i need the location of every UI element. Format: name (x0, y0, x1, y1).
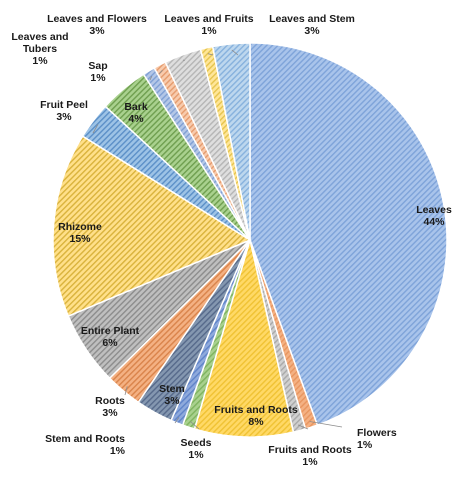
leader-line-10 (92, 124, 99, 134)
slice-label-leaves-and-tubers-13: Leaves and Tubers 1% (11, 31, 68, 67)
slice-label-fruits-and-roots-2: Fruits and Roots 1% (268, 444, 352, 468)
slice-label-flowers-1: Flowers 1% (357, 427, 397, 451)
leader-line-1 (309, 421, 343, 428)
pie-slice-leaves-0 (249, 42, 448, 427)
leader-line-2 (297, 424, 309, 430)
leader-lines (92, 49, 343, 430)
slice-label-leaves-and-flowers-14: Leaves and Flowers 3% (47, 13, 147, 37)
pie-slices (52, 42, 448, 438)
slice-percent: 3% (102, 407, 118, 419)
slice-label-leaves-and-stem-16: Leaves and Stem 3% (269, 13, 355, 37)
slice-percent: 3% (56, 111, 72, 123)
leader-line-15 (207, 53, 214, 56)
slice-category: Leaves and Flowers (47, 13, 147, 25)
leader-line-16 (231, 49, 239, 56)
slice-label-fruit-peel-10: Fruit Peel 3% (40, 99, 88, 123)
slice-label-stem-and-roots-5: Stem and Roots 1% (45, 433, 126, 457)
leader-line-7 (124, 386, 128, 396)
slice-label-roots-7: Roots 3% (95, 395, 125, 419)
slice-percent: 1% (110, 445, 126, 457)
slice-percent: 1% (201, 25, 217, 37)
slice-percent: 1% (357, 439, 373, 451)
slice-percent: 1% (90, 72, 106, 84)
slice-category: Fruits and Roots (268, 444, 352, 456)
slice-label-sap-12: Sap 1% (88, 60, 107, 84)
leader-line-4 (190, 421, 200, 430)
leader-line-13 (158, 69, 163, 75)
pie-slice-fruits-and-roots-3 (193, 237, 295, 438)
slice-label-seeds-4: Seeds 1% (181, 437, 212, 461)
slice-percent: 1% (188, 449, 204, 461)
slice-category: Seeds (181, 437, 212, 449)
slice-category: Flowers (357, 427, 397, 439)
slice-percent: 15% (69, 233, 91, 245)
slice-label-fruits-and-roots-3: Fruits and Roots 8% (214, 404, 298, 428)
slice-percent: 6% (102, 337, 118, 349)
slice-percent: 3% (164, 395, 180, 407)
slice-label-stem-6: Stem 3% (159, 383, 185, 407)
slice-percent: 44% (423, 216, 445, 228)
pie-slice-leaves-and-stem-16 (211, 42, 251, 241)
slice-label-leaves-0: Leaves 44% (416, 204, 452, 228)
slice-category: Fruits and Roots (214, 404, 298, 416)
slice-percent: 1% (302, 456, 318, 468)
leader-line-5 (174, 417, 180, 424)
slice-label-entire-plant-8: Entire Plant 6% (81, 325, 140, 349)
slice-category: Stem and Roots (45, 433, 125, 445)
slice-category: Bark (124, 101, 148, 113)
slice-percent: 1% (32, 55, 48, 67)
slice-category: Leaves (416, 204, 452, 216)
slice-category: Tubers (23, 43, 57, 55)
slice-percent: 4% (128, 113, 144, 125)
slice-category: Leaves and (11, 31, 68, 43)
slice-percent: 3% (89, 25, 105, 37)
leader-line-12 (149, 75, 153, 81)
leader-line-14 (182, 59, 185, 61)
slice-category: Sap (88, 60, 107, 72)
slice-label-rhizome-9: Rhizome 15% (58, 221, 102, 245)
slice-category: Leaves and Fruits (164, 13, 253, 25)
slice-category: Leaves and Stem (269, 13, 355, 25)
slice-percent: 8% (248, 416, 264, 428)
slice-category: Rhizome (58, 221, 102, 233)
slice-category: Fruit Peel (40, 99, 88, 111)
slice-labels: Leaves 44%Flowers 1%Fruits and Roots 1%Frui… (11, 13, 452, 468)
slice-percent: 3% (304, 25, 320, 37)
slice-category: Stem (159, 383, 185, 395)
pie-slice-rhizome-9 (52, 135, 252, 318)
slice-label-bark-11: Bark 4% (124, 101, 148, 125)
slice-category: Roots (95, 395, 125, 407)
slice-label-leaves-and-fruits-15: Leaves and Fruits 1% (164, 13, 253, 37)
slice-category: Entire Plant (81, 325, 140, 337)
